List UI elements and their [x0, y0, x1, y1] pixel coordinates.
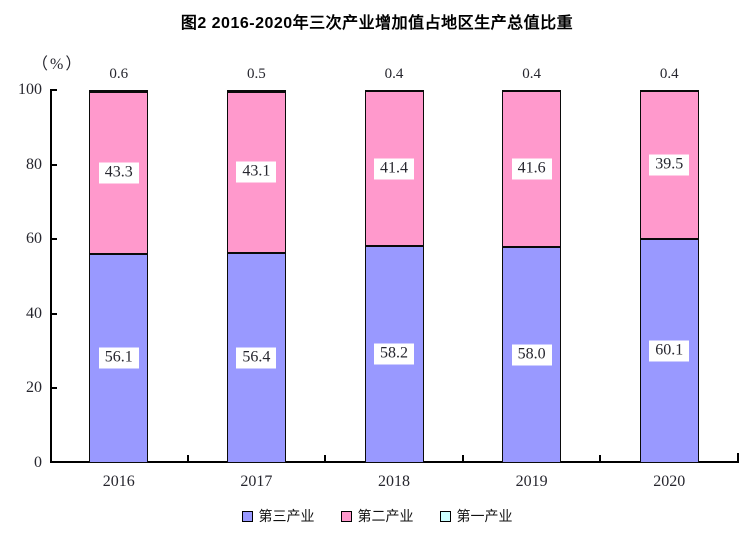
y-tick-mark	[50, 387, 57, 390]
x-axis-label: 2019	[515, 473, 548, 490]
top-value-label: 0.4	[384, 66, 404, 82]
y-tick-mark	[50, 89, 57, 91]
top-value-label: 0.5	[247, 66, 266, 82]
bar-segment-第一产业	[89, 90, 149, 93]
legend-item-第二产业: 第二产业	[340, 506, 414, 526]
x-axis-label: 2016	[102, 473, 135, 490]
bar-segment-第一产业	[502, 90, 562, 92]
x-axis-label: 2017	[240, 473, 273, 490]
bar-value-label: 41.4	[374, 158, 414, 180]
x-axis-label: 2018	[378, 473, 410, 490]
bar-value-label: 56.4	[236, 347, 277, 369]
y-tick-label: 80	[26, 155, 42, 173]
bar-segment-第一产业	[226, 90, 286, 92]
legend-item-第三产业: 第三产业	[241, 506, 315, 526]
x-axis-label: 2020	[653, 473, 686, 490]
top-value-label: 0.4	[659, 66, 679, 82]
x-tick-mark	[599, 455, 602, 463]
legend-label: 第三产业	[258, 508, 315, 524]
x-tick-mark	[461, 455, 464, 463]
x-tick-mark	[186, 455, 189, 463]
bar-value-label: 43.3	[98, 162, 139, 184]
y-tick-label: 100	[18, 81, 42, 98]
bar-segment-第一产业	[364, 90, 424, 92]
top-value-label: 0.4	[522, 66, 541, 82]
y-tick-label: 60	[26, 230, 42, 248]
legend-swatch	[439, 510, 451, 522]
bar-value-label: 43.1	[236, 161, 277, 183]
bar-value-label: 60.1	[649, 340, 690, 362]
chart-title: 图2 2016-2020年三次产业增加值占地区生产总值比重	[180, 15, 574, 32]
bar-value-label: 56.1	[98, 347, 139, 369]
bar-segment-第一产业	[639, 90, 699, 92]
legend-label: 第二产业	[357, 508, 414, 524]
bar-value-label: 41.6	[511, 158, 552, 180]
y-tick-mark	[50, 312, 57, 315]
y-tick-label: 40	[26, 304, 42, 322]
bar-value-label: 58.2	[374, 343, 414, 365]
y-axis-unit-label: （%）	[32, 56, 84, 73]
x-tick-mark	[324, 455, 327, 463]
y-tick-mark	[50, 238, 57, 241]
legend-swatch	[241, 510, 253, 522]
top-value-label: 0.6	[109, 66, 129, 82]
y-tick-mark	[50, 163, 57, 166]
y-tick-label: 20	[26, 379, 42, 397]
bar-value-label: 58.0	[511, 344, 552, 366]
legend-label: 第一产业	[456, 508, 513, 524]
legend-item-第一产业: 第一产业	[439, 506, 513, 526]
x-tick-mark	[737, 453, 739, 463]
y-tick-label: 0	[34, 454, 42, 471]
legend-swatch	[340, 510, 352, 522]
bar-value-label: 39.5	[649, 154, 690, 176]
legend: 第三产业 第二产业 第一产业	[0, 506, 754, 526]
